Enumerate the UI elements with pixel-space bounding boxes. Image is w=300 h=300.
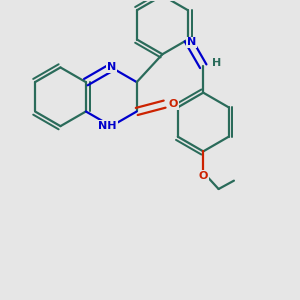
Text: N: N (187, 38, 196, 47)
Text: NH: NH (98, 121, 117, 131)
Text: O: O (199, 171, 208, 181)
Text: O: O (169, 99, 178, 109)
Text: H: H (212, 58, 221, 68)
Text: N: N (107, 62, 116, 72)
